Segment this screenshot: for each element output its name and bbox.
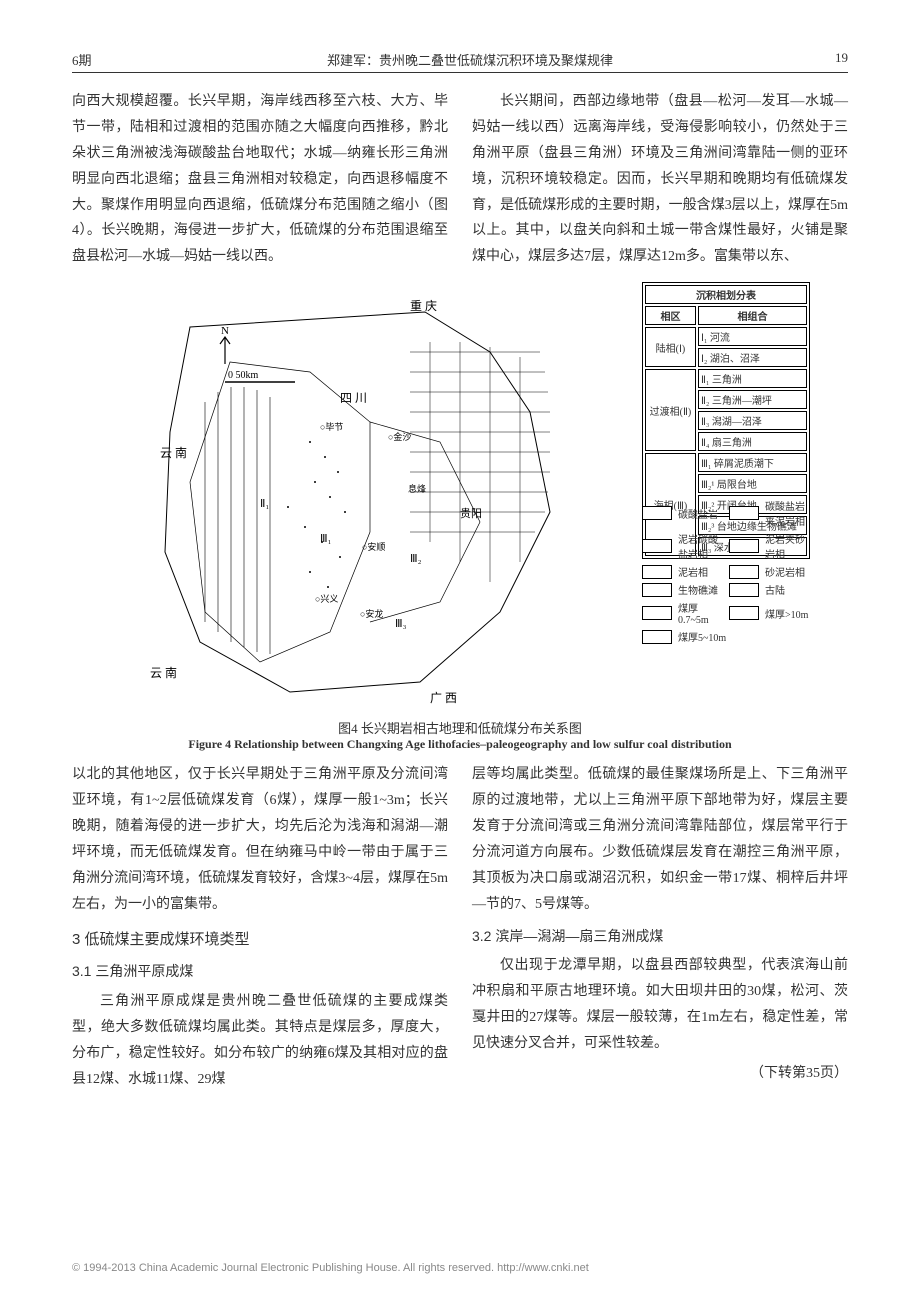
running-title: 郑建军：贵州晚二叠世低硫煤沉积环境及聚煤规律 (132, 50, 808, 69)
section32-heading: 3.2 滨岸—潟湖—扇三角洲成煤 (472, 924, 848, 950)
figure-4: N 0 50km 重 庆 四 川 云 南 云 南 贵阳 广 西 ○毕节 ○金沙 … (72, 282, 848, 712)
legend: 碳酸盐岩碳酸盐岩夹泥岩相 泥岩碳酸盐岩相泥岩夹砂岩相 泥岩相砂泥岩相 生物礁滩古… (642, 498, 810, 647)
section31-heading: 3.1 三角洲平原成煤 (72, 959, 448, 985)
figure4-caption-cn: 图4 长兴期岩相古地理和低硫煤分布关系图 (72, 718, 848, 737)
section31-text: 三角洲平原成煤是贵州晚二叠世低硫煤的主要成煤类型，绝大多数低硫煤均属此类。其特点… (72, 989, 448, 1093)
map-svg: N 0 50km 重 庆 四 川 云 南 云 南 贵阳 广 西 ○毕节 ○金沙 … (110, 282, 630, 712)
top-left-column: 向西大规模超覆。长兴早期，海岸线西移至六枝、大方、毕节一带，陆相和过渡相的范围亦… (72, 89, 448, 270)
north-label: N (221, 325, 229, 337)
scale-text: 0 50km (228, 370, 259, 381)
svg-text:Ⅱ₁: Ⅱ₁ (260, 498, 269, 510)
facies-th-1: 相组合 (698, 306, 807, 325)
svg-text:云 南: 云 南 (160, 445, 187, 460)
running-head: 6期 郑建军：贵州晚二叠世低硫煤沉积环境及聚煤规律 19 (72, 50, 848, 73)
svg-text:○金沙: ○金沙 (388, 431, 411, 442)
figure4-caption-en: Figure 4 Relationship between Changxing … (72, 737, 848, 752)
svg-text:Ⅲ₃: Ⅲ₃ (395, 618, 407, 630)
top-text-block: 向西大规模超覆。长兴早期，海岸线西移至六枝、大方、毕节一带，陆相和过渡相的范围亦… (72, 89, 848, 270)
footer-copyright: © 1994-2013 China Academic Journal Elect… (72, 1262, 589, 1274)
svg-text:云 南: 云 南 (150, 665, 177, 680)
svg-text:○兴义: ○兴义 (315, 594, 338, 604)
swatch-brick (642, 506, 672, 520)
facies-th-0: 相区 (645, 306, 696, 325)
top-right-column: 长兴期间，西部边缘地带（盘县—松河—发耳—水城—妈姑一线以西）远离海岸线，受海侵… (472, 89, 848, 270)
svg-text:Ⅲ₂: Ⅲ₂ (410, 553, 422, 565)
mid-left-column: 以北的其他地区，仅于长兴早期处于三角洲平原及分流间湾亚环境，有1~2层低硫煤发育… (72, 762, 448, 1093)
svg-text:○安龙: ○安龙 (360, 608, 383, 619)
continued-note: （下转第35页） (472, 1061, 848, 1087)
svg-text:四 川: 四 川 (340, 391, 367, 405)
svg-text:○毕节: ○毕节 (320, 421, 343, 432)
mid-right-column: 层等均属此类型。低硫煤的最佳聚煤场所是上、下三角洲平原的过渡地带，尤以上三角洲平… (472, 762, 848, 1093)
svg-text:息烽: 息烽 (408, 483, 426, 494)
mid-text-block: 以北的其他地区，仅于长兴早期处于三角洲平原及分流间湾亚环境，有1~2层低硫煤发育… (72, 762, 848, 1093)
svg-text:贵阳: 贵阳 (460, 507, 482, 520)
svg-text:广 西: 广 西 (430, 691, 457, 705)
svg-text:Ⅲ₁: Ⅲ₁ (320, 533, 332, 545)
page-number: 19 (808, 50, 848, 69)
issue-number: 6期 (72, 50, 132, 69)
svg-text:○安顺: ○安顺 (362, 541, 385, 552)
section3-heading: 3 低硫煤主要成煤环境类型 (72, 926, 448, 954)
svg-text:重 庆: 重 庆 (410, 299, 437, 313)
facies-table-title: 沉积相划分表 (645, 285, 807, 304)
section32-text: 仅出现于龙潭早期，以盘县西部较典型，代表滨海山前冲积扇和平原古地理环境。如大田坝… (472, 953, 848, 1057)
